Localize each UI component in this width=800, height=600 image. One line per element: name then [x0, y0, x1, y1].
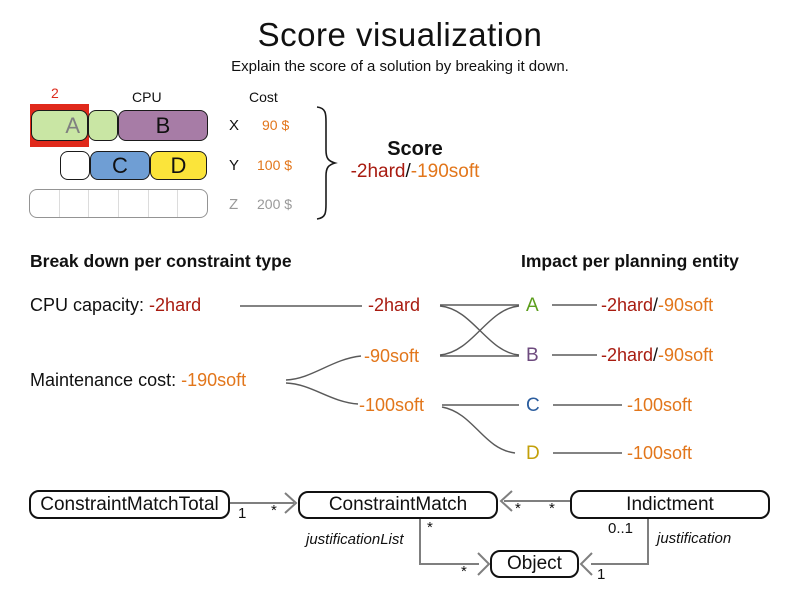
entity-a: A — [526, 295, 539, 316]
machine-x-label: X — [229, 117, 240, 134]
machine-x-cost: 90 $ — [262, 117, 290, 133]
entity-c-score: -100soft — [627, 395, 693, 415]
impact-heading: Impact per planning entity — [521, 251, 739, 271]
cost-column-header: Cost — [249, 89, 278, 105]
uml-class-constraint-match-total: ConstraintMatchTotal — [29, 490, 230, 519]
machine-z-label: Z — [229, 196, 239, 213]
branch-value-2hard: -2hard — [368, 295, 421, 315]
mult-cmt-source: 1 — [238, 505, 247, 522]
process-label-c: C — [112, 152, 128, 178]
role-justification-list: justificationList — [306, 531, 404, 548]
constraint-maintenance-label: Maintenance cost: — [30, 370, 182, 390]
mult-ind-cm-target: * — [515, 500, 521, 517]
entity-a-score: -2hard/-90soft — [601, 295, 714, 315]
mult-cm-object-source: * — [427, 519, 433, 536]
uml-class-object: Object — [490, 550, 579, 578]
machine-y-empty-slot — [60, 151, 90, 180]
entity-d-score: -100soft — [627, 443, 693, 463]
uml-arrow-into-cm-right — [499, 490, 513, 512]
page-subtitle: Explain the score of a solution by break… — [231, 58, 569, 75]
constraint-maintenance-value: -190soft — [181, 370, 247, 390]
brace-shape — [316, 106, 338, 220]
constraint-cpu-label: CPU capacity: — [30, 295, 150, 315]
mult-ind-object-source: 0..1 — [608, 520, 634, 537]
uml-arrow-into-object-left — [477, 552, 491, 576]
score-hard: -2hard — [350, 161, 406, 182]
uml-arrow-into-object-right — [579, 552, 593, 576]
machine-z-cost: 200 $ — [257, 196, 293, 212]
mult-ind-cm-source: * — [549, 500, 555, 517]
uml-class-constraint-match: ConstraintMatch — [298, 491, 498, 519]
entity-b: B — [526, 345, 539, 366]
constraint-cpu-capacity: CPU capacity: -2hard — [30, 295, 201, 316]
process-label-d: D — [170, 152, 187, 178]
process-block-a: A — [31, 110, 88, 141]
entity-d: D — [526, 443, 540, 464]
score-separator: / — [405, 161, 411, 182]
uml-class-indictment: Indictment — [570, 490, 770, 519]
constraint-cpu-value: -2hard — [149, 295, 202, 315]
role-justification: justification — [657, 530, 732, 547]
score-heading: Score — [387, 138, 443, 160]
score-soft: -190soft — [410, 161, 480, 182]
overload-count-label: 2 — [51, 85, 59, 101]
process-block-unlabeled — [88, 110, 118, 141]
process-label-b: B — [155, 112, 171, 138]
mult-cm-object-target: * — [461, 563, 467, 580]
line-maint-to-100soft — [285, 382, 359, 405]
line-90soft-to-a — [439, 305, 520, 356]
machine-z-empty-track — [29, 189, 208, 218]
process-block-c: C — [90, 151, 150, 180]
score-value: -2hard/-190soft — [335, 161, 495, 183]
uml-arrow-into-cm-left — [284, 492, 298, 514]
process-label-a: A — [65, 112, 80, 138]
machine-y-cost: 100 $ — [257, 157, 293, 173]
process-block-b: B — [118, 110, 208, 141]
process-block-d: D — [150, 151, 207, 180]
entity-b-score: -2hard/-90soft — [601, 345, 714, 365]
machine-y-label: Y — [229, 157, 240, 174]
branch-value-100soft: -100soft — [359, 395, 425, 415]
cpu-column-header: CPU — [132, 89, 162, 105]
breakdown-heading: Break down per constraint type — [30, 251, 292, 271]
branch-value-90soft: -90soft — [364, 346, 420, 366]
mult-cm-target: * — [271, 502, 277, 519]
page-title: Score visualization — [257, 16, 543, 53]
constraint-maintenance-cost: Maintenance cost: -190soft — [30, 370, 246, 391]
line-maint-to-90soft — [285, 355, 362, 381]
line-100soft-to-d — [441, 406, 516, 454]
line-2hard-to-b — [439, 305, 520, 356]
mult-ind-object-target: 1 — [597, 566, 606, 583]
entity-c: C — [526, 395, 540, 416]
